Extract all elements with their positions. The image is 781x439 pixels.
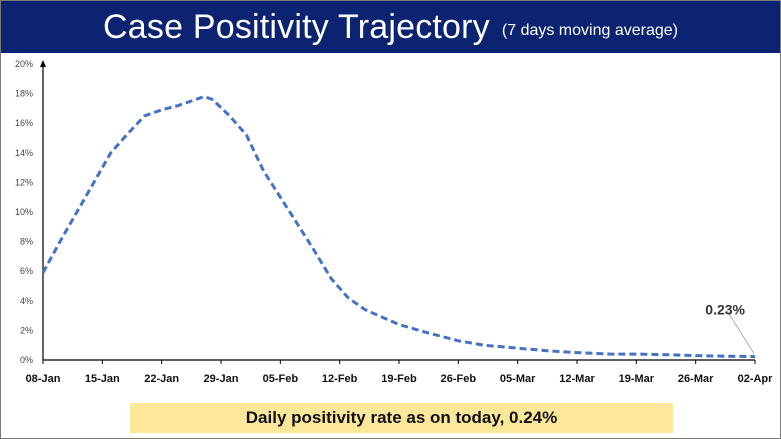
- x-tick-label: 29-Jan: [204, 373, 239, 385]
- y-axis-ticks: 0% 2% 4% 6% 8% 10% 12% 14% 16% 18% 20%: [15, 59, 33, 365]
- y-tick-label: 12%: [15, 177, 33, 187]
- y-tick-label: 0%: [20, 355, 33, 365]
- daily-rate-banner: Daily positivity rate as on today, 0.24%: [130, 403, 673, 433]
- title-banner: Case Positivity Trajectory (7 days movin…: [1, 1, 780, 53]
- y-tick-label: 18%: [15, 89, 33, 99]
- x-tick-label: 26-Mar: [678, 373, 714, 385]
- y-axis-arrow: [40, 60, 46, 67]
- y-tick-label: 2%: [20, 325, 33, 335]
- x-tick-label: 19-Feb: [381, 373, 417, 385]
- x-tick-label: 12-Mar: [559, 373, 595, 385]
- y-tick-label: 14%: [15, 148, 33, 158]
- chart-subtitle: (7 days moving average): [501, 22, 678, 39]
- x-tick-label: 02-Apr: [738, 373, 774, 385]
- x-tick-label: 05-Mar: [500, 373, 536, 385]
- x-tick-label: 12-Feb: [322, 373, 358, 385]
- x-tick-label: 05-Feb: [263, 373, 299, 385]
- x-tick-label: 19-Mar: [619, 373, 655, 385]
- daily-rate-text: Daily positivity rate as on today, 0.24%: [245, 408, 558, 427]
- y-tick-label: 4%: [20, 296, 33, 306]
- x-tick-label: 22-Jan: [144, 373, 179, 385]
- annotation-leader: [726, 310, 755, 354]
- y-tick-label: 8%: [20, 237, 33, 247]
- y-tick-label: 6%: [20, 266, 33, 276]
- x-tick-label: 15-Jan: [85, 373, 120, 385]
- annotation-label: 0.23%: [705, 302, 745, 318]
- x-tick-label: 26-Feb: [441, 373, 477, 385]
- y-tick-label: 10%: [15, 207, 33, 217]
- x-axis-ticks: 08-Jan 15-Jan 22-Jan 29-Jan 05-Feb 12-Feb 19-F…: [26, 360, 774, 385]
- y-tick-label: 20%: [15, 59, 33, 69]
- y-tick-label: 16%: [15, 118, 33, 128]
- x-tick-label: 08-Jan: [26, 373, 61, 385]
- series-line: [41, 95, 756, 359]
- chart-title: Case Positivity Trajectory: [103, 7, 490, 46]
